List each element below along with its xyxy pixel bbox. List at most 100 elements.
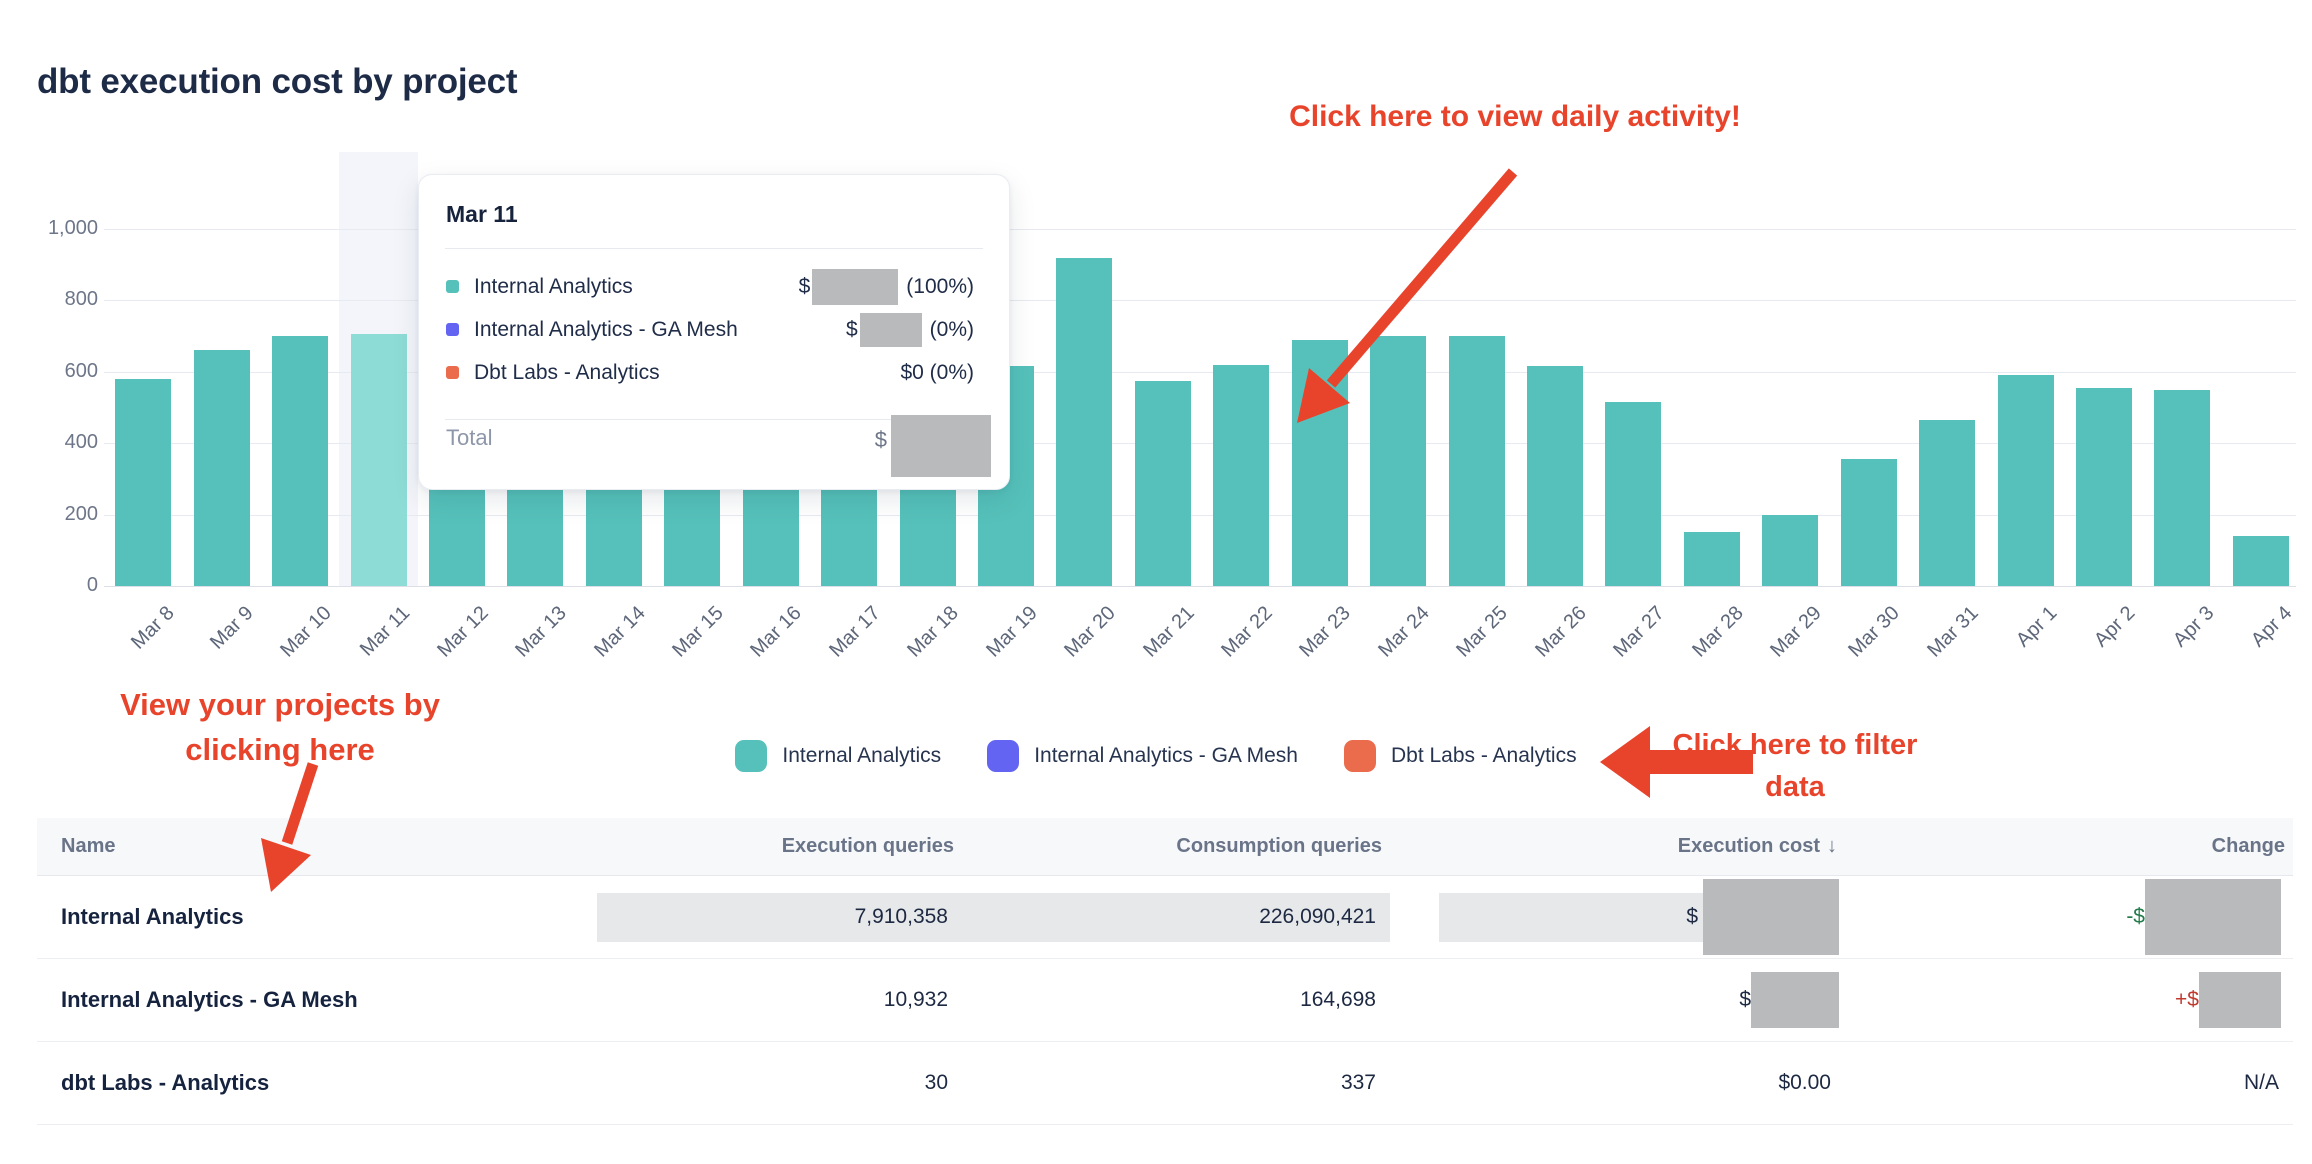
x-axis-tick-label: Mar 27 <box>1609 602 1669 662</box>
change-cell: +$ <box>1845 972 2293 1028</box>
tooltip-total-label: Total <box>446 425 493 450</box>
legend-item-label: Internal Analytics - GA Mesh <box>1034 744 1298 767</box>
x-axis-tick-label: Mar 11 <box>355 602 415 661</box>
column-header-label: Execution queries <box>781 835 954 857</box>
filter-data-annotation-line1: Click here to filter <box>1672 729 1918 761</box>
x-axis-tick-label: Mar 10 <box>276 602 336 662</box>
legend-item-internal-analytics[interactable]: Internal Analytics <box>735 740 941 772</box>
chart-legend: Internal Analytics Internal Analytics - G… <box>0 740 2312 772</box>
x-axis-tick-label: Mar 26 <box>1530 602 1591 662</box>
x-axis-tick-label: Mar 24 <box>1374 602 1434 662</box>
bar-mar-31[interactable] <box>1919 419 1976 586</box>
column-header-execution-queries[interactable]: Execution queries <box>597 835 962 858</box>
bar-mar-12[interactable] <box>428 480 485 586</box>
tooltip-value-percent: (0%) <box>929 317 974 341</box>
column-header-label: Execution cost <box>1677 835 1820 857</box>
filter-data-annotation-line2: data <box>1765 771 1825 803</box>
tooltip-value-percent: (100%) <box>906 274 974 298</box>
execution-cost-value: $ <box>1390 972 1845 1028</box>
column-header-change[interactable]: Change <box>1845 835 2293 858</box>
tooltip-total-currency: $ <box>874 427 887 452</box>
y-axis-tick-label: 0 <box>86 574 98 597</box>
column-header-label: Change <box>2211 835 2285 857</box>
tooltip-divider <box>445 419 983 420</box>
bar-mar-8[interactable] <box>115 378 172 586</box>
table-row-dbt-labs-analytics: dbt Labs - Analytics 30 337 $0.00 N/A <box>37 1042 2293 1125</box>
gridline <box>104 300 2296 302</box>
x-axis-tick-label: Mar 25 <box>1452 602 1513 662</box>
bar-mar-13[interactable] <box>507 480 564 586</box>
bar-mar-17[interactable] <box>821 480 878 586</box>
tooltip-divider <box>445 248 983 249</box>
x-axis-tick-label: Mar 14 <box>589 602 650 662</box>
tooltip-redacted-value <box>859 312 922 347</box>
tooltip-series-value: $ (100%) <box>798 268 974 305</box>
bar-apr-1[interactable] <box>1997 375 2054 586</box>
bar-mar-30[interactable] <box>1840 459 1897 586</box>
tooltip-redacted-value <box>812 268 899 305</box>
column-header-consumption-queries[interactable]: Consumption queries <box>962 835 1390 858</box>
project-name-cell[interactable]: dbt Labs - Analytics <box>61 1070 270 1095</box>
daily-activity-annotation-text: Click here to view daily activity! <box>1289 100 1741 133</box>
column-header-name[interactable]: Name <box>37 835 597 858</box>
bar-mar-20[interactable] <box>1056 257 1113 586</box>
project-name-cell[interactable]: Internal Analytics - GA Mesh <box>61 987 358 1012</box>
x-axis-tick-label: Mar 28 <box>1687 602 1748 662</box>
bar-mar-18[interactable] <box>899 480 956 586</box>
table-header-row: Name Execution queries Consumption queries… <box>37 818 2293 876</box>
highlighted-value-box: 226,090,421 <box>962 892 1390 942</box>
bar-mar-9[interactable] <box>193 350 250 586</box>
bar-mar-21[interactable] <box>1134 380 1191 586</box>
bar-mar-24[interactable] <box>1370 336 1427 586</box>
bar-apr-3[interactable] <box>2154 389 2211 586</box>
redacted-value-box <box>2145 879 2281 955</box>
x-axis-tick-label: Mar 12 <box>432 602 493 662</box>
execution-cost-value: $ <box>1390 879 1845 955</box>
tooltip-value-currency: $ <box>845 317 858 341</box>
tooltip-value-currency: $ <box>798 274 811 298</box>
execution-queries-cell: 10,932 <box>883 988 948 1011</box>
y-axis-tick-label: 600 <box>64 359 98 382</box>
redacted-value-box <box>1751 972 1839 1028</box>
legend-item-dbt-labs-analytics[interactable]: Dbt Labs - Analytics <box>1343 740 1577 772</box>
x-axis-tick-label: Mar 9 <box>205 602 258 654</box>
x-axis-tick-label: Mar 13 <box>511 602 571 662</box>
bar-mar-16[interactable] <box>742 480 799 586</box>
bar-mar-25[interactable] <box>1448 336 1505 586</box>
bar-mar-14[interactable] <box>585 480 642 586</box>
cost-currency: $ <box>1739 988 1751 1011</box>
bar-mar-15[interactable] <box>664 480 721 586</box>
dbt-labs-analytics-swatch-icon <box>446 366 459 379</box>
x-axis-tick-label: Mar 29 <box>1766 602 1826 662</box>
y-axis-tick-label: 1,000 <box>47 217 98 240</box>
project-name-cell[interactable]: Internal Analytics <box>61 904 244 929</box>
bar-apr-4[interactable] <box>2232 536 2289 586</box>
bar-mar-10[interactable] <box>272 336 329 586</box>
tooltip-date: Mar 11 <box>446 201 518 227</box>
tooltip-series-value: $ (0%) <box>845 312 974 347</box>
x-axis-tick-label: Mar 20 <box>1060 602 1120 662</box>
bar-mar-27[interactable] <box>1605 402 1662 586</box>
bar-mar-22[interactable] <box>1213 364 1270 586</box>
x-axis-tick-label: Mar 8 <box>127 602 179 654</box>
execution-cost-cell: $0.00 <box>1778 1071 1831 1094</box>
x-axis-tick-label: Mar 15 <box>668 602 728 662</box>
tooltip-series-label: Dbt Labs - Analytics <box>474 360 660 384</box>
tooltip-series-value: $0 (0%) <box>900 360 974 384</box>
gridline <box>104 443 2296 445</box>
tooltip-series-label: Internal Analytics - GA Mesh <box>474 317 738 341</box>
bar-mar-28[interactable] <box>1683 532 1740 586</box>
sort-descending-icon[interactable]: ↓ <box>1827 835 1837 857</box>
bar-apr-2[interactable] <box>2075 387 2132 586</box>
bar-mar-11[interactable] <box>350 334 407 586</box>
highlighted-value-box: $ <box>1439 892 1703 942</box>
bar-mar-23[interactable] <box>1291 339 1348 586</box>
internal-analytics-ga-mesh-swatch-icon <box>446 323 459 336</box>
bar-mar-26[interactable] <box>1526 366 1583 586</box>
legend-item-internal-analytics-ga-mesh[interactable]: Internal Analytics - GA Mesh <box>987 740 1298 772</box>
bar-mar-29[interactable] <box>1762 514 1819 586</box>
gridline <box>104 371 2296 373</box>
redacted-value-box <box>2199 972 2281 1028</box>
view-projects-annotation-line2: clicking here <box>185 732 375 767</box>
column-header-execution-cost[interactable]: Execution cost ↓ <box>1390 835 1845 858</box>
